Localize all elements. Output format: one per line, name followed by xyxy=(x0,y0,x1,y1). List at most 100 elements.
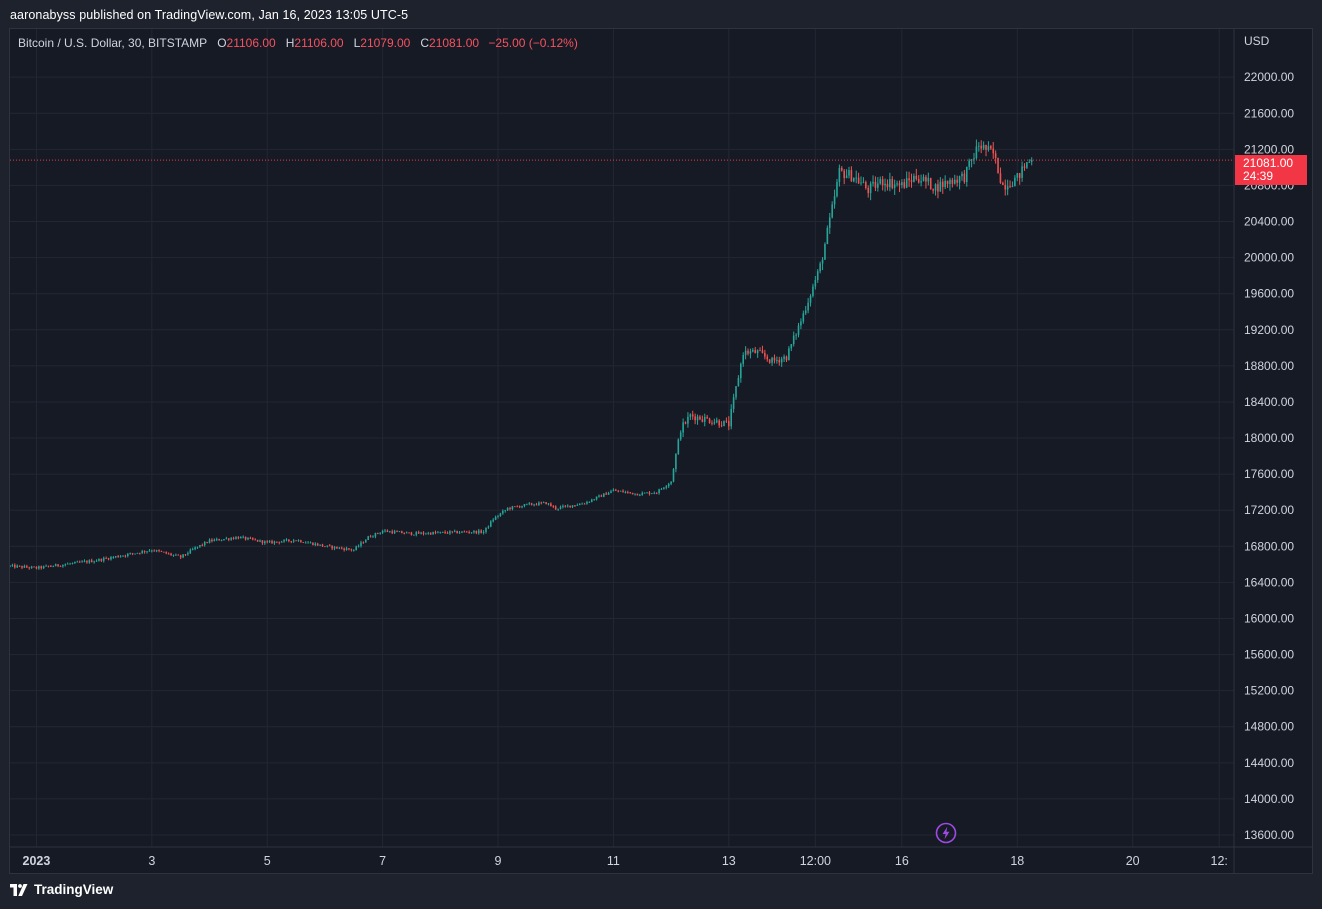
candle xyxy=(605,491,607,495)
candle xyxy=(905,171,908,189)
candle-body xyxy=(905,178,908,188)
currency-label[interactable]: USD xyxy=(1244,34,1270,48)
candle-body xyxy=(752,350,754,352)
candle-body xyxy=(816,271,819,281)
candle xyxy=(600,494,603,497)
candle-body xyxy=(526,503,528,505)
candle-body xyxy=(439,531,442,533)
lightning-icon[interactable] xyxy=(935,822,957,844)
candle xyxy=(213,538,216,542)
candle xyxy=(667,482,670,488)
candle-body xyxy=(958,176,961,183)
candle xyxy=(670,481,672,486)
candle xyxy=(578,503,581,506)
candle-body xyxy=(367,536,369,540)
candle xyxy=(105,556,107,559)
time-tick-label: 16 xyxy=(895,854,909,868)
candle-body xyxy=(244,536,247,540)
candle-body xyxy=(824,243,826,260)
candle xyxy=(643,492,646,494)
candle-body xyxy=(946,180,949,184)
candle-body xyxy=(814,280,817,287)
candle-body xyxy=(261,540,264,544)
candle-body xyxy=(316,543,319,546)
candle-body xyxy=(617,490,620,492)
candle-body xyxy=(581,503,583,505)
candle-body xyxy=(458,532,461,534)
candle xyxy=(69,562,71,565)
candle xyxy=(1014,175,1016,187)
candle-body xyxy=(997,157,999,174)
candle-body xyxy=(187,553,189,555)
candle-body xyxy=(427,532,430,534)
candle xyxy=(242,535,244,539)
candle xyxy=(554,505,557,511)
candle-body xyxy=(10,565,11,567)
candle xyxy=(607,491,610,495)
time-tick-label: 13 xyxy=(722,854,736,868)
candle xyxy=(261,540,264,545)
candle xyxy=(355,545,357,551)
low-key: L xyxy=(353,36,361,50)
candle-body xyxy=(211,539,213,542)
candle xyxy=(571,505,574,509)
candle-body xyxy=(578,503,581,505)
candle-body xyxy=(160,551,163,552)
candle-body xyxy=(968,160,970,167)
candle-body xyxy=(860,182,862,184)
tradingview-logo-icon xyxy=(10,883,28,896)
candle-body xyxy=(408,532,410,534)
candle xyxy=(158,549,160,553)
candle xyxy=(886,179,889,191)
candle-body xyxy=(345,548,348,551)
candle-body xyxy=(1023,166,1026,168)
candle-body xyxy=(915,175,918,179)
candle xyxy=(244,536,247,541)
candle-body xyxy=(506,508,509,511)
tradingview-logo[interactable]: TradingView xyxy=(10,882,113,897)
candle-body xyxy=(470,532,473,534)
candle xyxy=(968,158,970,170)
candle-body xyxy=(759,350,761,352)
symbol-label[interactable]: Bitcoin / U.S. Dollar, 30, BITSTAMP xyxy=(18,36,208,50)
candle xyxy=(958,175,961,190)
candle-body xyxy=(699,416,701,420)
chart-plot[interactable]: 22000.0021600.0021200.0020800.0020400.00… xyxy=(10,29,1312,873)
candle-body xyxy=(1002,182,1004,185)
candle-body xyxy=(360,542,362,546)
candle-body xyxy=(788,348,790,361)
candle xyxy=(622,489,624,493)
price-tick-label: 21600.00 xyxy=(1244,106,1294,120)
candle xyxy=(711,420,713,426)
chart-frame[interactable]: 22000.00 21600.00 21200.00 20800.00 20400.00… xyxy=(9,28,1313,874)
candle xyxy=(456,530,458,534)
candle xyxy=(345,546,348,551)
candle-body xyxy=(225,538,228,540)
candle-body xyxy=(939,181,942,192)
candle xyxy=(533,503,535,507)
candle-body xyxy=(877,183,879,188)
candle xyxy=(110,555,112,561)
candle-body xyxy=(937,184,939,192)
candle-body xyxy=(473,530,475,533)
candle xyxy=(922,174,925,182)
candle-body xyxy=(90,560,93,563)
candle xyxy=(631,492,634,495)
candle-body xyxy=(538,502,540,505)
candle-body xyxy=(533,504,535,506)
candle-body xyxy=(372,536,374,538)
time-tick-label: 7 xyxy=(379,854,386,868)
candle xyxy=(824,242,826,260)
price-axis-ticks: 22000.0021600.0021200.0020800.0020400.00… xyxy=(1244,70,1294,842)
candle xyxy=(990,144,992,150)
candle xyxy=(917,175,920,184)
candle-body xyxy=(446,532,449,534)
candle xyxy=(420,531,422,535)
candle xyxy=(896,180,898,187)
candle xyxy=(629,492,632,494)
candle xyxy=(934,183,937,196)
candle-body xyxy=(477,530,480,534)
candle-body xyxy=(646,492,648,494)
candle-body xyxy=(865,182,867,188)
candle-body xyxy=(504,510,507,511)
